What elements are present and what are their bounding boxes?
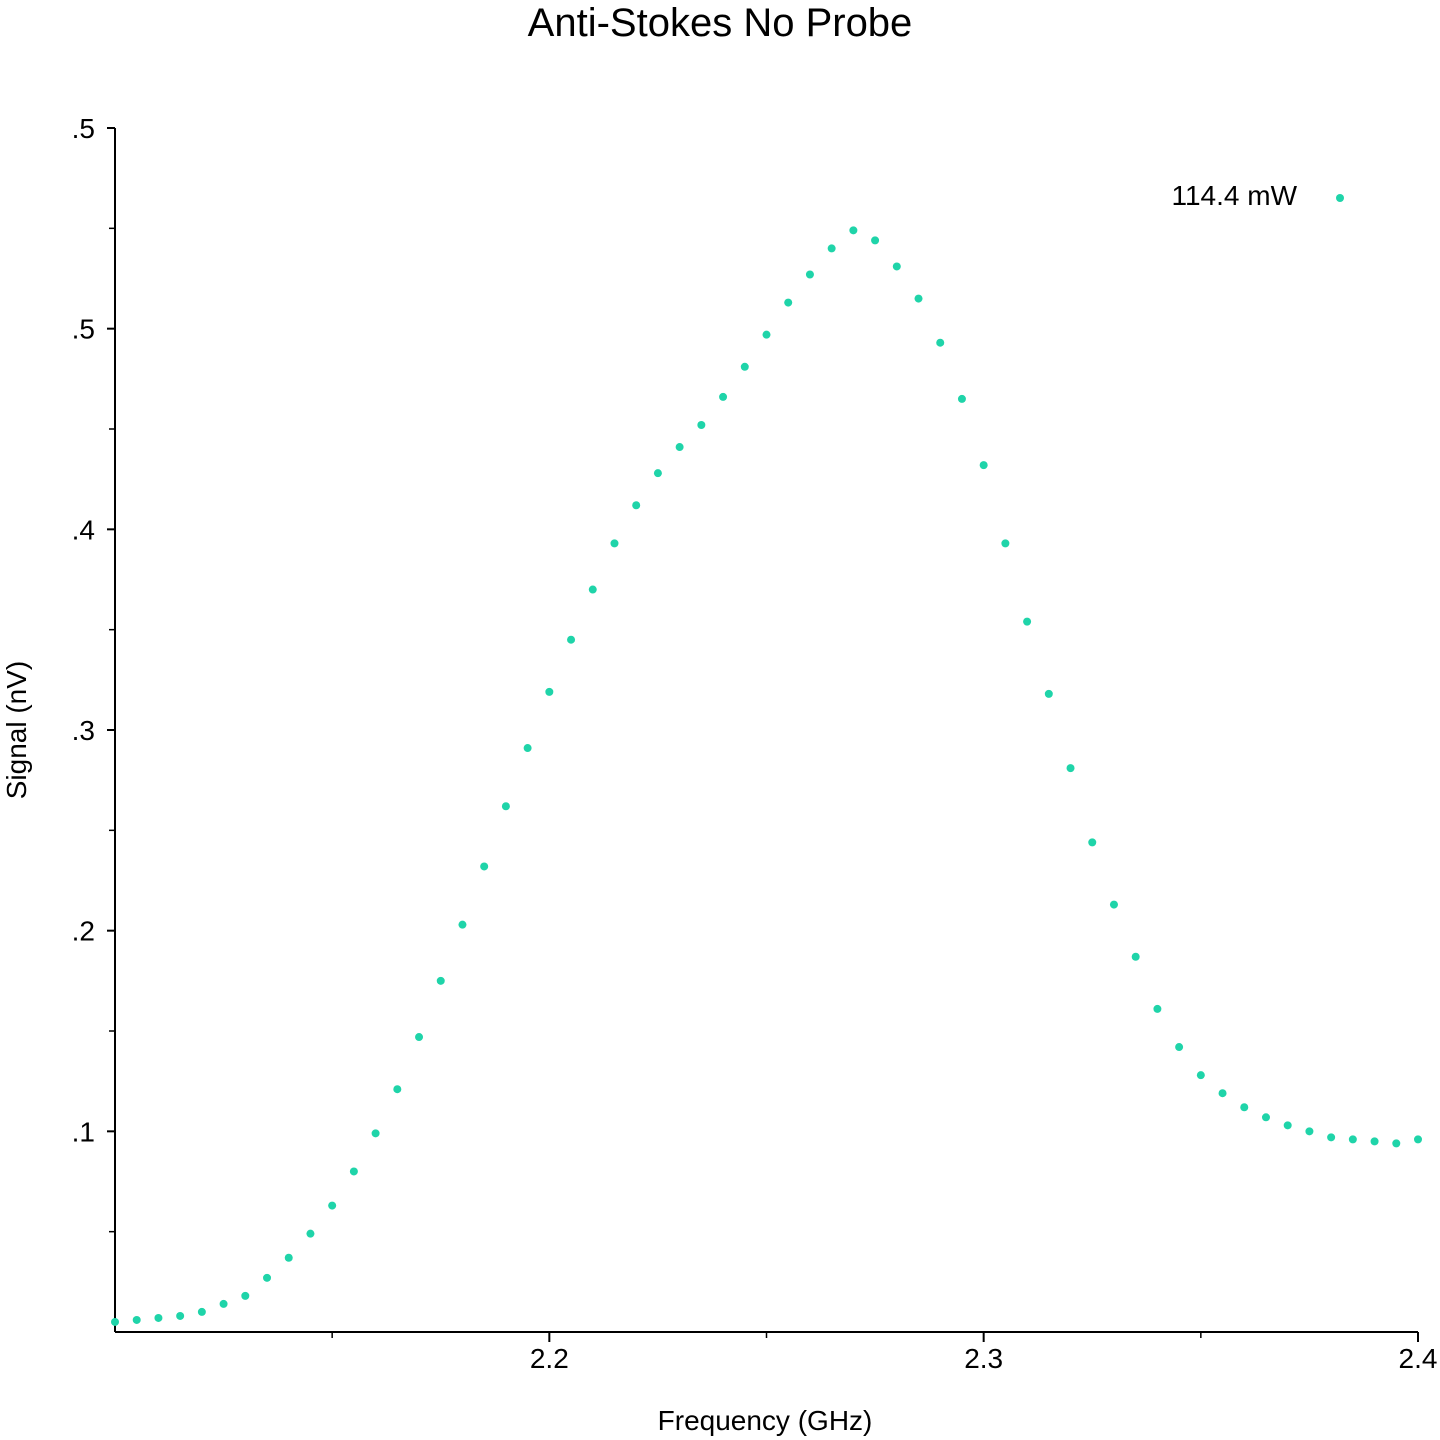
data-point bbox=[1305, 1127, 1314, 1136]
data-point bbox=[1044, 689, 1053, 698]
data-point bbox=[936, 338, 945, 347]
data-point bbox=[328, 1201, 337, 1210]
data-point bbox=[1109, 900, 1118, 909]
data-point bbox=[501, 802, 510, 811]
data-point bbox=[610, 539, 619, 548]
data-point bbox=[523, 744, 532, 753]
data-point bbox=[871, 236, 880, 245]
data-point bbox=[545, 687, 554, 696]
data-point bbox=[154, 1313, 163, 1322]
data-point bbox=[914, 294, 923, 303]
data-point bbox=[762, 330, 771, 339]
data-point bbox=[197, 1307, 206, 1316]
y-tick-label: .4 bbox=[72, 514, 95, 545]
data-point bbox=[1196, 1071, 1205, 1080]
data-point bbox=[393, 1085, 402, 1094]
data-point bbox=[957, 394, 966, 403]
data-point bbox=[306, 1229, 315, 1238]
data-point bbox=[1175, 1043, 1184, 1052]
legend-marker bbox=[1336, 194, 1344, 202]
minor-ticks bbox=[109, 227, 1202, 1338]
data-point bbox=[1088, 838, 1097, 847]
data-point bbox=[1153, 1004, 1162, 1013]
x-axis-label: Frequency (GHz) bbox=[658, 1405, 873, 1436]
data-point bbox=[784, 298, 793, 307]
data-point bbox=[1348, 1135, 1357, 1144]
legend: 114.4 mW bbox=[1171, 180, 1344, 211]
data-point bbox=[241, 1291, 250, 1300]
y-axis-label: Signal (nV) bbox=[1, 661, 32, 800]
x-tick-label: 2.2 bbox=[530, 1343, 569, 1374]
data-point bbox=[653, 469, 662, 478]
data-point bbox=[697, 420, 706, 429]
data-point bbox=[805, 270, 814, 279]
data-point bbox=[1218, 1089, 1227, 1098]
data-point bbox=[827, 244, 836, 253]
data-point bbox=[176, 1311, 185, 1320]
data-point bbox=[1370, 1137, 1379, 1146]
data-point bbox=[979, 461, 988, 470]
x-tick-label: 2.4 bbox=[1399, 1343, 1438, 1374]
data-point bbox=[567, 635, 576, 644]
data-point bbox=[1131, 952, 1140, 961]
y-tick-label: .5 bbox=[72, 314, 95, 345]
data-point bbox=[849, 226, 858, 235]
data-point bbox=[1327, 1133, 1336, 1142]
y-ticks: .1 .2 .3 .4 .5 .5 bbox=[72, 113, 115, 1147]
data-point bbox=[1392, 1139, 1401, 1148]
data-point bbox=[1261, 1113, 1270, 1122]
y-tick-label: .2 bbox=[72, 916, 95, 947]
data-point bbox=[675, 443, 684, 452]
data-point bbox=[371, 1129, 380, 1138]
y-tick-label: .1 bbox=[72, 1116, 95, 1147]
data-point bbox=[719, 392, 728, 401]
data-point bbox=[415, 1033, 424, 1042]
data-point bbox=[436, 976, 445, 985]
x-tick-label: 2.3 bbox=[964, 1343, 1003, 1374]
data-point bbox=[892, 262, 901, 271]
data-point bbox=[219, 1299, 228, 1308]
legend-label: 114.4 mW bbox=[1171, 180, 1297, 211]
data-point bbox=[588, 585, 597, 594]
data-point bbox=[632, 501, 641, 510]
y-tick-label: .5 bbox=[72, 113, 95, 144]
data-point bbox=[1283, 1121, 1292, 1130]
data-point bbox=[1001, 539, 1010, 548]
data-point bbox=[1023, 617, 1032, 626]
x-ticks: 2.2 2.3 2.4 bbox=[530, 1332, 1438, 1374]
data-point bbox=[1066, 764, 1075, 773]
data-point bbox=[263, 1273, 272, 1282]
data-point bbox=[132, 1315, 141, 1324]
data-point bbox=[349, 1167, 358, 1176]
data-points bbox=[111, 226, 1422, 1326]
data-point bbox=[458, 920, 467, 929]
data-point bbox=[1414, 1135, 1422, 1144]
data-point bbox=[284, 1253, 293, 1262]
chart-title: Anti-Stokes No Probe bbox=[528, 1, 913, 45]
data-point bbox=[1240, 1103, 1249, 1112]
data-point bbox=[740, 362, 749, 371]
axes bbox=[114, 128, 1418, 1333]
data-point bbox=[480, 862, 489, 871]
y-tick-label: .3 bbox=[72, 715, 95, 746]
data-point bbox=[111, 1317, 119, 1326]
